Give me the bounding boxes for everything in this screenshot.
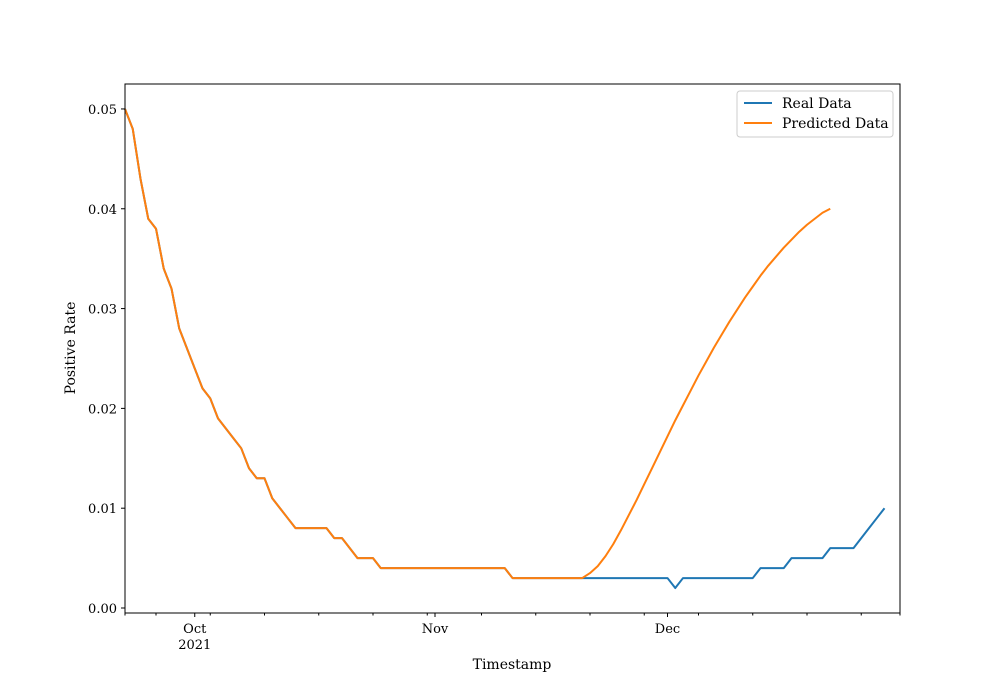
series-line-predicted-data xyxy=(124,108,831,580)
y-tick-label: 0.00 xyxy=(88,602,117,617)
x-tick-year-label: 2021 xyxy=(178,638,211,653)
series-layer xyxy=(124,108,886,590)
y-axis-label: Positive Rate xyxy=(63,302,79,395)
y-tick-label: 0.03 xyxy=(88,303,117,318)
y-tick-label: 0.04 xyxy=(88,203,117,218)
x-tick-label: Dec xyxy=(655,622,680,637)
x-tick-label: Oct xyxy=(183,622,207,637)
legend-real-data-label: Real Data xyxy=(782,96,852,112)
plot-frame xyxy=(124,83,901,614)
y-axis: 0.00 0.01 0.02 0.03 0.04 0.05 xyxy=(88,103,125,617)
y-tick-label: 0.01 xyxy=(88,502,117,517)
legend-frame xyxy=(736,90,894,138)
legend: Real Data Predicted Data xyxy=(736,90,894,138)
y-tick-label: 0.02 xyxy=(88,402,117,417)
x-tick-label: Nov xyxy=(422,622,449,637)
y-tick-label: 0.05 xyxy=(88,103,117,118)
x-axis-label: Timestamp xyxy=(473,657,552,673)
legend-predicted-data-label: Predicted Data xyxy=(782,116,889,132)
